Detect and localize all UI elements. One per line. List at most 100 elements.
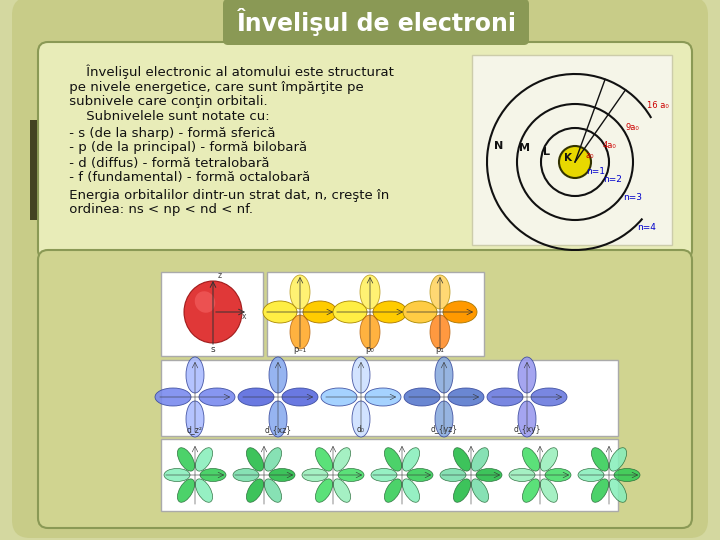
Ellipse shape — [402, 479, 420, 502]
Text: p₀: p₀ — [366, 345, 374, 354]
FancyBboxPatch shape — [472, 55, 672, 245]
Ellipse shape — [487, 388, 523, 406]
Ellipse shape — [269, 469, 295, 482]
Ellipse shape — [609, 448, 626, 471]
Ellipse shape — [448, 388, 484, 406]
Ellipse shape — [290, 315, 310, 349]
Text: n=3: n=3 — [623, 192, 642, 201]
FancyBboxPatch shape — [161, 439, 618, 511]
Text: 9a₀: 9a₀ — [625, 124, 639, 132]
Ellipse shape — [186, 401, 204, 437]
Text: d_{xy}: d_{xy} — [513, 425, 541, 434]
Ellipse shape — [315, 448, 333, 471]
Ellipse shape — [384, 479, 402, 502]
Ellipse shape — [531, 388, 567, 406]
Ellipse shape — [303, 301, 337, 323]
Ellipse shape — [609, 479, 626, 502]
Ellipse shape — [352, 357, 370, 393]
Ellipse shape — [443, 301, 477, 323]
Text: 4a₀: 4a₀ — [603, 141, 617, 151]
Ellipse shape — [200, 469, 226, 482]
Text: N: N — [495, 141, 503, 151]
Ellipse shape — [472, 448, 489, 471]
Text: d_z²: d_z² — [187, 425, 203, 434]
Ellipse shape — [384, 448, 402, 471]
Circle shape — [559, 146, 591, 178]
Ellipse shape — [360, 315, 380, 349]
Ellipse shape — [545, 469, 571, 482]
Ellipse shape — [454, 479, 471, 502]
FancyBboxPatch shape — [161, 272, 263, 356]
Text: Energia orbitalilor dintr-un strat dat, n, creşte în: Energia orbitalilor dintr-un strat dat, … — [65, 188, 390, 201]
Ellipse shape — [591, 448, 608, 471]
FancyBboxPatch shape — [223, 0, 529, 45]
Text: 16 a₀: 16 a₀ — [647, 102, 669, 111]
Text: a₀: a₀ — [585, 152, 593, 160]
Ellipse shape — [578, 469, 604, 482]
Ellipse shape — [614, 469, 640, 482]
Ellipse shape — [184, 281, 242, 343]
Ellipse shape — [333, 301, 367, 323]
Ellipse shape — [518, 401, 536, 437]
Ellipse shape — [407, 469, 433, 482]
Ellipse shape — [523, 479, 539, 502]
Ellipse shape — [302, 469, 328, 482]
Ellipse shape — [195, 479, 212, 502]
Text: subnivele care conţin orbitali.: subnivele care conţin orbitali. — [65, 96, 268, 109]
Ellipse shape — [430, 275, 450, 309]
Ellipse shape — [523, 448, 539, 471]
Ellipse shape — [246, 448, 264, 471]
Ellipse shape — [199, 388, 235, 406]
Ellipse shape — [365, 388, 401, 406]
Ellipse shape — [315, 479, 333, 502]
Ellipse shape — [338, 469, 364, 482]
Text: d_{xz}: d_{xz} — [264, 425, 292, 434]
Text: n=4: n=4 — [637, 222, 656, 232]
Text: L: L — [544, 147, 551, 157]
Text: K: K — [564, 153, 572, 163]
Ellipse shape — [195, 448, 212, 471]
Ellipse shape — [238, 388, 274, 406]
FancyBboxPatch shape — [12, 0, 708, 538]
Text: z: z — [218, 271, 222, 280]
Ellipse shape — [404, 388, 440, 406]
Bar — [30, 120, 37, 220]
Ellipse shape — [591, 479, 608, 502]
FancyBboxPatch shape — [38, 42, 692, 260]
Ellipse shape — [373, 301, 407, 323]
Ellipse shape — [509, 469, 535, 482]
Ellipse shape — [282, 388, 318, 406]
Ellipse shape — [333, 479, 351, 502]
Text: - p (de la principal) - formă bilobară: - p (de la principal) - formă bilobară — [65, 141, 307, 154]
Ellipse shape — [194, 291, 215, 313]
Ellipse shape — [541, 479, 557, 502]
Text: Învelişul electronic al atomului este structurat: Învelişul electronic al atomului este st… — [65, 65, 394, 79]
Ellipse shape — [435, 401, 453, 437]
Ellipse shape — [264, 448, 282, 471]
Ellipse shape — [246, 479, 264, 502]
Ellipse shape — [264, 479, 282, 502]
Text: ordinea: ns < np < nd < nf.: ordinea: ns < np < nd < nf. — [65, 204, 253, 217]
Ellipse shape — [269, 357, 287, 393]
Ellipse shape — [155, 388, 191, 406]
Text: - f (fundamental) - formă octalobară: - f (fundamental) - formă octalobară — [65, 172, 310, 185]
Text: x: x — [242, 312, 246, 321]
Ellipse shape — [454, 448, 471, 471]
Ellipse shape — [402, 448, 420, 471]
Text: d_{yz}: d_{yz} — [431, 425, 458, 434]
Ellipse shape — [290, 275, 310, 309]
Ellipse shape — [177, 479, 194, 502]
Text: d₀: d₀ — [357, 425, 365, 434]
Ellipse shape — [518, 357, 536, 393]
Ellipse shape — [435, 357, 453, 393]
Text: p₁: p₁ — [436, 345, 444, 354]
Text: pe nivele energetice, care sunt împărţite pe: pe nivele energetice, care sunt împărţit… — [65, 80, 364, 93]
Ellipse shape — [177, 448, 194, 471]
Ellipse shape — [430, 315, 450, 349]
Text: s: s — [211, 345, 215, 354]
Ellipse shape — [164, 469, 190, 482]
Text: Subnivelele sunt notate cu:: Subnivelele sunt notate cu: — [65, 111, 269, 124]
Ellipse shape — [472, 479, 489, 502]
Text: - s (de la sharp) - formă sferică: - s (de la sharp) - formă sferică — [65, 126, 276, 139]
Ellipse shape — [541, 448, 557, 471]
